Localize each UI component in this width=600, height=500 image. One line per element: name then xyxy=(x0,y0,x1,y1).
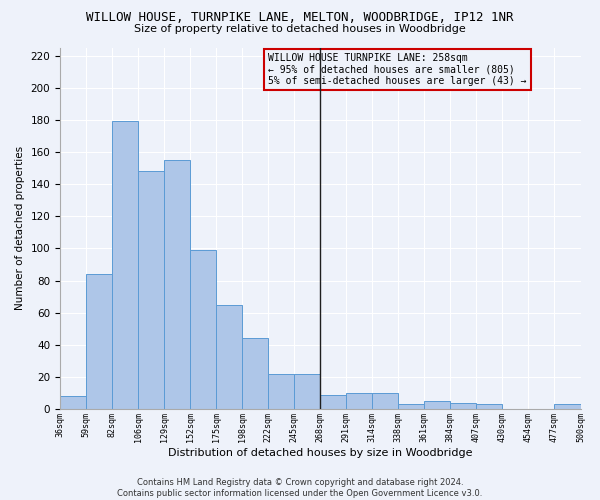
Bar xyxy=(451,402,476,409)
Bar xyxy=(294,374,320,409)
Text: WILLOW HOUSE, TURNPIKE LANE, MELTON, WOODBRIDGE, IP12 1NR: WILLOW HOUSE, TURNPIKE LANE, MELTON, WOO… xyxy=(86,11,514,24)
Bar xyxy=(138,172,164,409)
Bar xyxy=(554,404,581,409)
Text: Contains HM Land Registry data © Crown copyright and database right 2024.
Contai: Contains HM Land Registry data © Crown c… xyxy=(118,478,482,498)
Bar xyxy=(164,160,190,409)
Bar xyxy=(476,404,502,409)
Text: WILLOW HOUSE TURNPIKE LANE: 258sqm
← 95% of detached houses are smaller (805)
5%: WILLOW HOUSE TURNPIKE LANE: 258sqm ← 95%… xyxy=(268,53,527,86)
Bar xyxy=(320,394,346,409)
X-axis label: Distribution of detached houses by size in Woodbridge: Distribution of detached houses by size … xyxy=(168,448,473,458)
Bar xyxy=(60,396,86,409)
Bar xyxy=(86,274,112,409)
Bar xyxy=(346,393,373,409)
Text: Size of property relative to detached houses in Woodbridge: Size of property relative to detached ho… xyxy=(134,24,466,34)
Y-axis label: Number of detached properties: Number of detached properties xyxy=(15,146,25,310)
Bar xyxy=(424,401,451,409)
Bar xyxy=(216,304,242,409)
Bar xyxy=(373,393,398,409)
Bar xyxy=(112,122,138,409)
Bar xyxy=(242,338,268,409)
Bar xyxy=(190,250,216,409)
Bar xyxy=(268,374,294,409)
Bar xyxy=(398,404,424,409)
